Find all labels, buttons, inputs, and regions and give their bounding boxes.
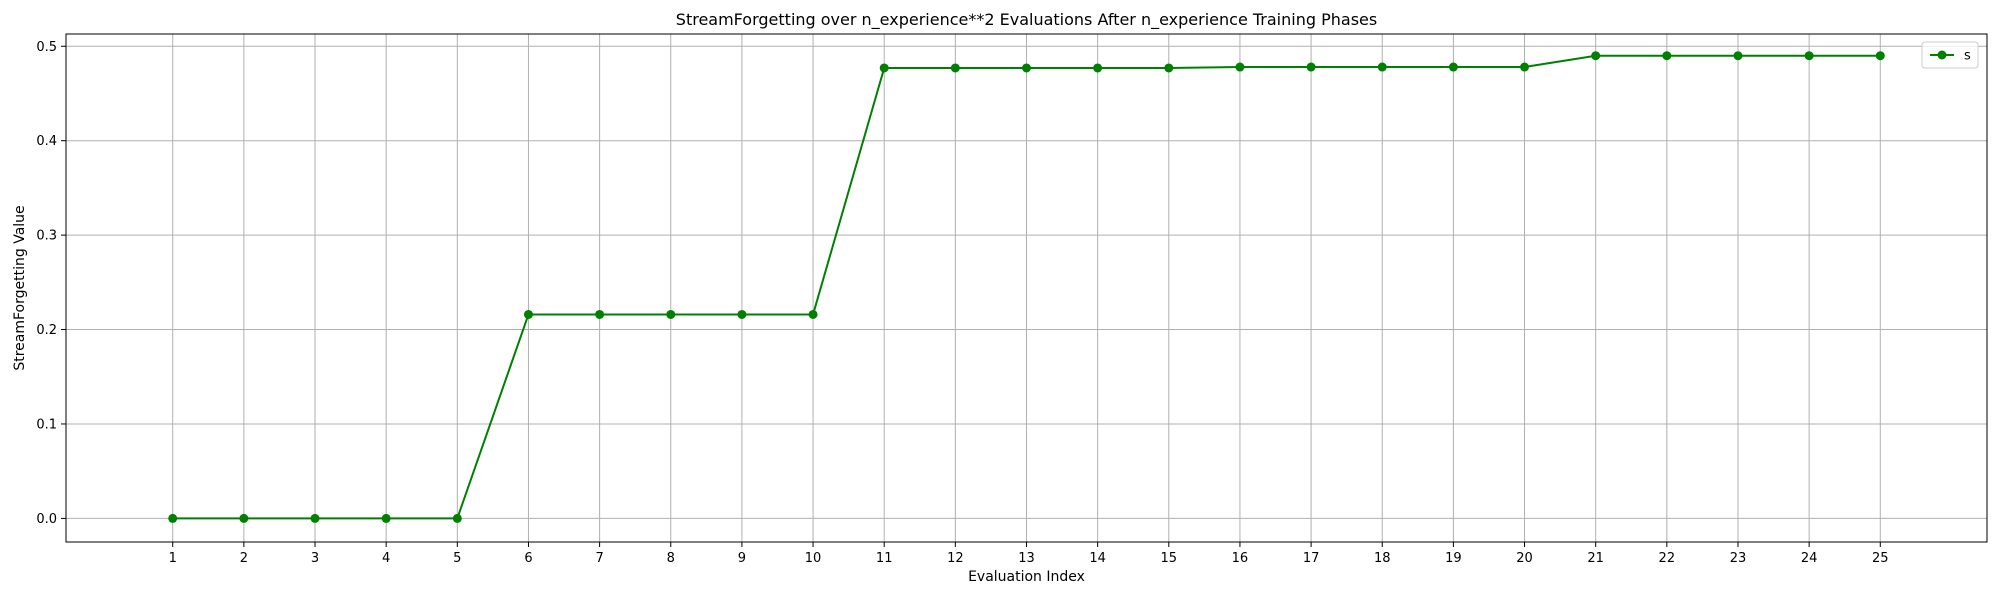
x-tick-label: 3 [311,551,319,566]
data-point [168,513,178,523]
x-tick-label: 19 [1445,551,1462,566]
x-tick-label: 12 [947,551,964,566]
series-layer [168,51,1885,523]
x-tick-label: 5 [453,551,461,566]
x-tick-label: 15 [1161,551,1178,566]
data-point [1591,51,1601,61]
y-tick-label: 0.0 [36,512,57,527]
x-tick-label: 23 [1730,551,1747,566]
x-tick-label: 6 [524,551,532,566]
data-point [1662,51,1672,61]
data-point [1733,51,1743,61]
x-tick-label: 9 [738,551,746,566]
y-axis-label: StreamForgetting Value [12,205,28,370]
data-point [595,309,605,319]
data-point [239,513,249,523]
x-tick-label: 24 [1801,551,1818,566]
x-tick-label: 7 [595,551,603,566]
data-point [950,63,960,73]
x-tick-label: 1 [169,551,177,566]
x-tick-label: 13 [1018,551,1035,566]
x-tick-label: 16 [1232,551,1249,566]
x-tick-label: 14 [1089,551,1106,566]
x-tick-label: 8 [667,551,675,566]
data-point [1875,51,1885,61]
y-tick-label: 0.2 [36,323,57,338]
y-tick-label: 0.5 [36,40,57,55]
x-tick-label: 25 [1872,551,1889,566]
x-tick-label: 22 [1659,551,1676,566]
y-tick-label: 0.1 [36,417,57,432]
x-tick-label: 11 [876,551,893,566]
y-tick-label: 0.4 [36,134,57,149]
x-tick-label: 17 [1303,551,1320,566]
chart-title: StreamForgetting over n_experience**2 Ev… [676,10,1377,30]
data-point [381,513,391,523]
legend: s [1921,41,1979,69]
data-point [1377,62,1387,72]
x-tick-label: 10 [805,551,822,566]
data-point [310,513,320,523]
y-tick-label: 0.3 [36,229,57,244]
grid [66,34,1987,542]
data-point [452,513,462,523]
data-point [879,63,889,73]
x-tick-label: 18 [1374,551,1391,566]
data-point [1022,63,1031,73]
legend-marker-swatch [1937,50,1947,60]
data-point [808,309,818,319]
data-point [523,309,533,319]
data-point [1306,62,1316,72]
data-point [666,309,676,319]
data-point [1093,63,1103,73]
x-tick-label: 20 [1516,551,1533,566]
labels: StreamForgetting over n_experience**2 Ev… [12,10,1377,585]
x-tick-label: 21 [1587,551,1604,566]
data-point [1804,51,1814,61]
x-axis-label: Evaluation Index [968,569,1085,585]
x-tick-label: 4 [382,551,390,566]
data-point [1235,62,1245,72]
data-point [1520,62,1530,72]
data-point [1164,63,1174,73]
data-point [737,309,747,319]
legend-label: s [1964,49,1971,64]
axes: 1 2 3 4 5 6 7 8 9 10 11 12 13 14 15 16 17 18 19 20 21 22 23 24 2… [36,33,1988,566]
data-point [1448,62,1458,72]
x-tick-label: 2 [240,551,248,566]
